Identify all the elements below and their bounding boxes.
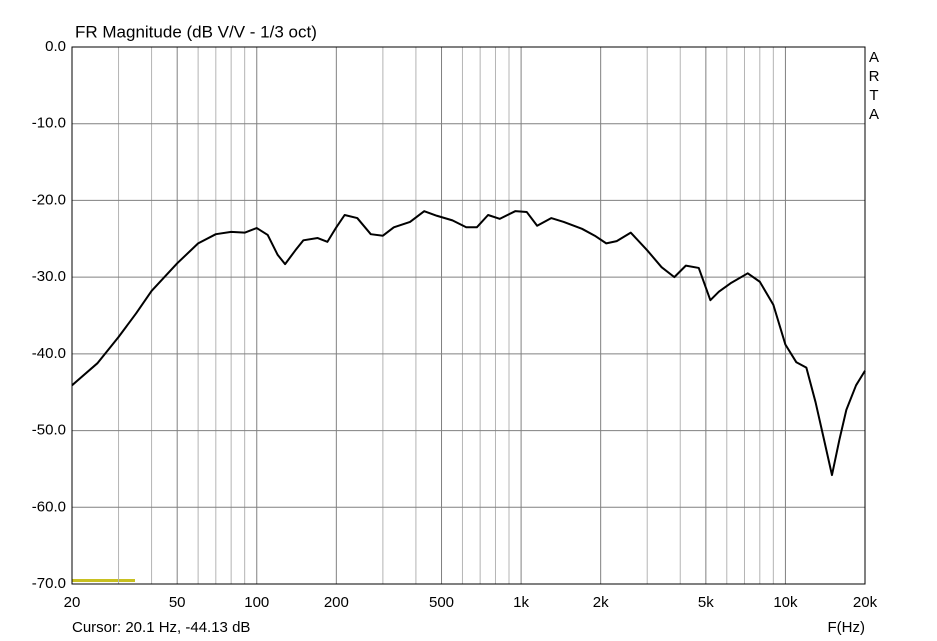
y-tick-label: -20.0 — [32, 191, 66, 208]
cursor-marker — [72, 579, 135, 582]
chart-title: FR Magnitude (dB V/V - 1/3 oct) — [75, 22, 317, 41]
x-tick-label: 10k — [773, 594, 798, 611]
y-tick-label: -30.0 — [32, 268, 66, 285]
plot-frame — [71, 46, 866, 585]
x-tick-label: 20k — [853, 594, 878, 611]
y-tick-label: -10.0 — [32, 115, 66, 132]
y-tick-label: -50.0 — [32, 422, 66, 439]
cursor-readout: Cursor: 20.1 Hz, -44.13 dB — [72, 619, 250, 636]
x-axis-label: F(Hz) — [828, 619, 866, 636]
x-tick-label: 100 — [244, 594, 269, 611]
x-tick-label: 1k — [513, 594, 529, 611]
x-tick-label: 20 — [64, 594, 81, 611]
watermark: ARTA — [868, 49, 880, 123]
y-tick-label: 0.0 — [45, 38, 66, 55]
y-tick-label: -60.0 — [32, 498, 66, 515]
fr-curve — [71, 210, 866, 477]
y-tick-label: -40.0 — [32, 345, 66, 362]
x-tick-label: 200 — [324, 594, 349, 611]
y-tick-label: -70.0 — [32, 575, 66, 592]
x-tick-label: 2k — [593, 594, 609, 611]
x-tick-label: 5k — [698, 594, 714, 611]
x-tick-label: 500 — [429, 594, 454, 611]
x-tick-label: 50 — [169, 594, 186, 611]
